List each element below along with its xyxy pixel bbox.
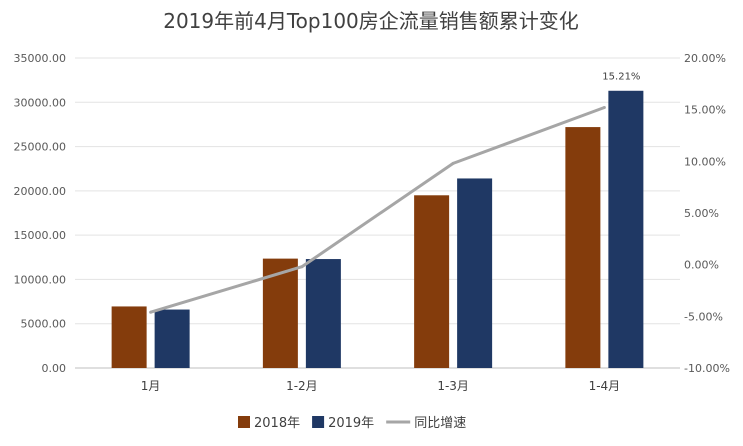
left-tick-label: 10000.00 [14,273,67,286]
bar-2019年-1-4月 [608,90,644,369]
legend-label: 同比增速 [414,416,466,431]
left-tick-label: 5000.00 [21,318,67,331]
bar-2019年-1月 [154,309,190,368]
right-tick-label: 15.00% [684,104,726,117]
category-label: 1-4月 [589,379,621,393]
bar-2019年-1-3月 [457,178,493,368]
bars [111,90,644,369]
data-labels: 15.21% [602,71,640,82]
right-tick-label: -10.00% [684,362,730,375]
legend-swatch [312,416,325,428]
left-tick-label: 25000.00 [14,141,67,154]
legend-label: 2018年 [254,416,300,431]
growth-line [149,105,606,314]
right-axis-ticks: -10.00% -5.00% 0.00% 5.00% 10.00% 15.00% 20.00… [684,52,730,375]
chart-title: 2019年前4月Top100房企流量销售额累计变化 [163,9,579,33]
bar-2018年-1月 [111,306,147,368]
category-label: 1-2月 [286,379,318,393]
bar-2019年-1-2月 [305,259,341,368]
left-tick-label: 35000.00 [14,52,67,65]
right-tick-label: 20.00% [684,52,726,65]
category-label: 1-3月 [437,379,469,393]
line-point [149,310,153,314]
right-tick-label: -5.00% [684,310,723,323]
left-tick-label: 30000.00 [14,96,67,109]
bar-2018年-1-3月 [414,195,450,368]
legend-swatch [238,416,250,428]
right-tick-label: 5.00% [684,207,719,220]
category-labels: 1月 1-2月 1-3月 1-4月 [141,379,620,393]
category-label: 1月 [141,379,161,393]
right-tick-label: 10.00% [684,155,726,168]
legend-label: 2019年 [328,416,374,431]
left-axis-ticks: 0.00 5000.00 10000.00 15000.00 20000.00 25000… [14,52,67,375]
line-point [602,105,606,109]
data-label: 15.21% [602,71,640,82]
left-tick-label: 20000.00 [14,185,67,198]
left-tick-label: 15000.00 [14,229,67,242]
legend: 2018年 2019年 同比增速 [238,416,466,431]
right-tick-label: 0.00% [684,259,719,272]
left-tick-label: 0.00 [42,362,67,375]
bar-2018年-1-2月 [262,258,298,368]
line-point [300,265,304,269]
line-同比增速 [150,106,605,314]
line-point [451,161,455,165]
bar-2018年-1-4月 [565,127,601,368]
